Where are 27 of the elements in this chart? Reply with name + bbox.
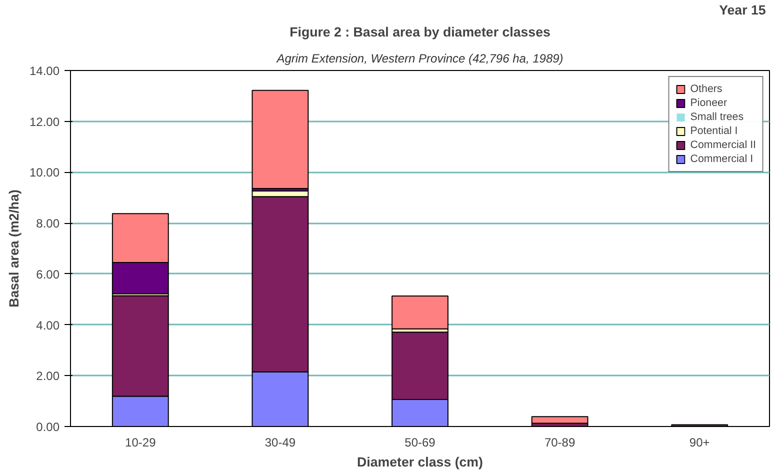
bar [392, 296, 448, 330]
chart-subtitle: Agrim Extension, Western Province (42,796 ha, 1989) [276, 52, 564, 66]
y-tick-label: 6.00 [36, 267, 60, 282]
y-tick-label: 10.00 [29, 166, 60, 180]
y-tick-label: 14.00 [29, 64, 60, 78]
bar [531, 416, 588, 424]
x-tick-label: 70-89 [544, 436, 576, 450]
bar [252, 90, 309, 189]
legend-label: Pioneer [690, 97, 727, 109]
y-tick-label: 8.00 [36, 216, 60, 231]
x-tick-label: 90+ [689, 436, 710, 450]
y-axis-title: Basal area (m2/ha) [6, 190, 22, 308]
legend-label: Commercial I [690, 153, 754, 165]
chart-title: Figure 2 : Basal area by diameter classes [290, 24, 550, 40]
legend-label: Small trees [690, 111, 744, 123]
x-tick-label: 30-49 [264, 436, 296, 450]
y-tick-label: 12.00 [29, 114, 60, 129]
y-tick-label: 4.00 [36, 318, 60, 332]
legend-label: Potential I [690, 125, 738, 137]
y-tick-label: 2.00 [36, 369, 60, 384]
y-tick-label: 0.00 [36, 420, 60, 434]
text: Year 15 [719, 2, 766, 18]
x-tick-label: 10-29 [125, 436, 156, 450]
legend-label: Commercial II [690, 139, 756, 151]
x-tick-label: 50-69 [404, 436, 436, 450]
legend-label: Others [690, 83, 722, 95]
x-axis-title: Diameter class (cm) [357, 454, 483, 470]
